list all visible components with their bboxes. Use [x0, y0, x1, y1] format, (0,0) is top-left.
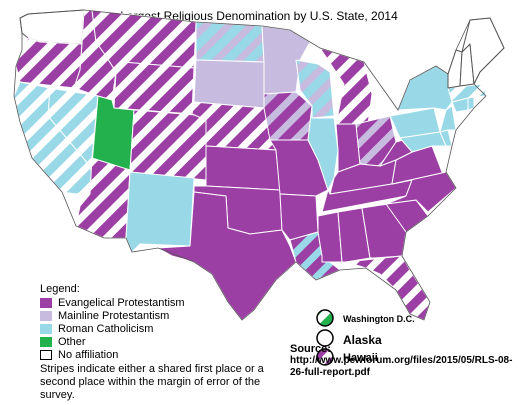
legend-swatch-other	[40, 336, 52, 347]
legend-heading: Legend:	[40, 283, 80, 295]
state-ar	[279, 193, 319, 241]
state-or	[15, 37, 83, 89]
state-sd	[193, 59, 265, 109]
stripe-note: Stripes indicate either a shared first p…	[40, 363, 264, 401]
inset-label-dc: Washington D.C.	[343, 314, 415, 324]
legend-item-none: No affiliation	[40, 348, 118, 361]
alaska-inset-circle	[316, 329, 334, 347]
inset-label-hawaii: Hawaii	[343, 352, 378, 364]
legend-label-none: No affiliation	[58, 348, 119, 361]
source-block: Source: http://www.pewforum.org/files/20…	[290, 343, 515, 379]
source-heading: Source:	[290, 343, 331, 355]
state-ny	[397, 65, 453, 111]
state-nv	[47, 87, 99, 167]
legend-swatch-catholic	[40, 323, 52, 334]
source-url[interactable]: http://www.pewforum.org/files/2015/05/RL…	[290, 355, 513, 378]
legend-item-mainline: Mainline Protestantism	[40, 309, 169, 322]
state-ri	[467, 96, 475, 111]
insets-layer	[316, 309, 334, 366]
legend-label-evangelical: Evangelical Protestantism	[58, 296, 185, 309]
state-al	[337, 207, 371, 263]
hawaii-inset-circle	[316, 348, 334, 366]
state-nj	[439, 105, 457, 133]
state-co	[129, 109, 209, 181]
legend-swatch-evangelical	[40, 297, 52, 308]
state-ks	[205, 145, 281, 191]
state-wi	[295, 59, 335, 119]
legend-label-catholic: Roman Catholicism	[58, 322, 154, 335]
state-ma	[447, 83, 487, 103]
inset-label-alaska: Alaska	[343, 333, 382, 347]
state-md	[399, 131, 447, 153]
legend-item-catholic: Roman Catholicism	[40, 322, 153, 335]
legend-swatch-none	[40, 349, 52, 360]
state-fl	[345, 255, 431, 321]
state-nm	[125, 171, 195, 253]
states-layer	[13, 9, 505, 321]
legend-item-other: Other	[40, 335, 86, 348]
legend-label-mainline: Mainline Protestantism	[58, 309, 170, 322]
dc-inset-circle	[316, 309, 334, 327]
legend-item-evangelical: Evangelical Protestantism	[40, 296, 185, 309]
map-title: Largest Religious Denomination by U.S. S…	[120, 9, 398, 23]
state-nd	[195, 21, 265, 63]
state-ia	[263, 91, 313, 141]
state-wy	[113, 61, 195, 115]
legend-swatch-mainline	[40, 310, 52, 321]
country-outline	[13, 9, 505, 321]
legend-label-other: Other	[58, 335, 86, 348]
